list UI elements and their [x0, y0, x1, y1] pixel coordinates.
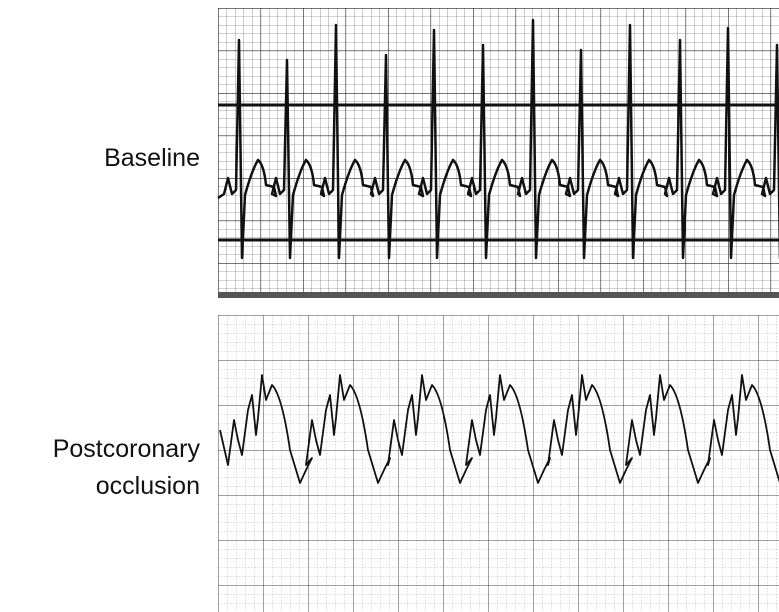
major-grid — [218, 8, 779, 298]
baseline-strip — [218, 8, 779, 298]
panel-label: occlusion — [96, 472, 200, 500]
panel-label: Baseline — [104, 144, 200, 172]
strip-edge — [218, 292, 779, 298]
panel-label: Postcoronary — [53, 435, 201, 463]
ecg-figure: Baseline Postcoronary occlusion — [0, 0, 779, 612]
major-grid — [218, 315, 779, 612]
occlusion-strip — [218, 315, 779, 612]
